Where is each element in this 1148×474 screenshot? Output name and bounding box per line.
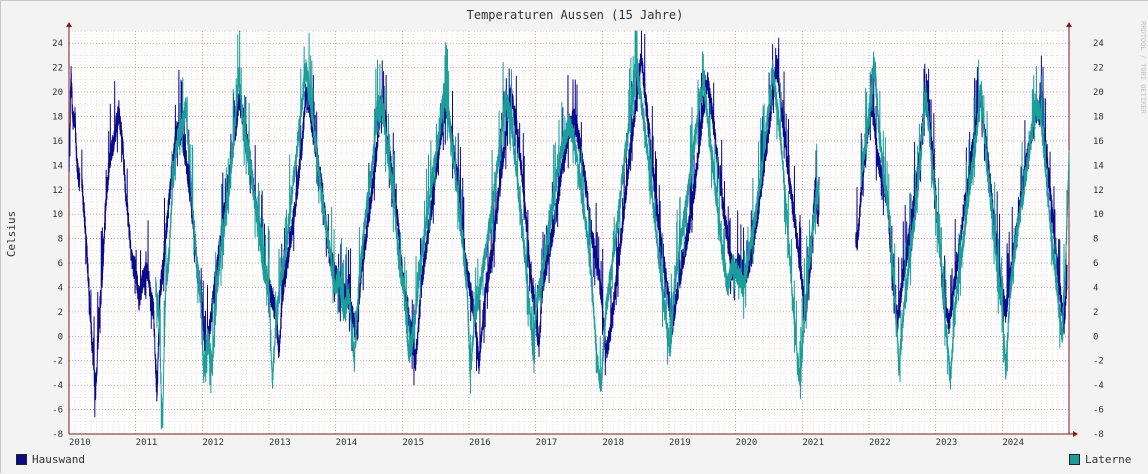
y-tick-label: 8 <box>58 235 63 245</box>
y-tick-label-right: 6 <box>1093 259 1098 269</box>
y-axis-arrow <box>66 22 72 27</box>
grid <box>68 30 1070 435</box>
y-tick-label: 24 <box>52 39 63 49</box>
y-tick-label-right: 4 <box>1093 283 1098 293</box>
axes <box>66 22 1078 437</box>
y-tick-label-right: 22 <box>1093 64 1104 74</box>
x-tick-label: 2016 <box>469 438 491 448</box>
y-tick-label: 16 <box>52 137 63 147</box>
x-tick-label: 2015 <box>402 438 424 448</box>
series-layer <box>68 30 1070 430</box>
y-tick-label: 12 <box>52 186 63 196</box>
y-axis-right-arrow <box>1066 22 1072 27</box>
x-tick-label: 2023 <box>936 438 958 448</box>
legend-label-laterne: Laterne <box>1085 453 1132 466</box>
y-tick-label: 6 <box>58 259 63 269</box>
x-tick-label: 2012 <box>202 438 224 448</box>
y-tick-label: -6 <box>52 406 63 416</box>
y-tick-label-right: -2 <box>1093 357 1104 367</box>
y-tick-label-right: 2 <box>1093 308 1098 318</box>
y-tick-label: 14 <box>52 161 63 171</box>
y-tick-label: 0 <box>58 332 63 342</box>
y-tick-label-right: 16 <box>1093 137 1104 147</box>
y-tick-label: -2 <box>52 357 63 367</box>
x-tick-label: 2020 <box>736 438 758 448</box>
x-tick-label: 2019 <box>669 438 691 448</box>
y-axis-label: Celsius <box>5 211 18 257</box>
y-tick-label-right: 14 <box>1093 161 1104 171</box>
x-tick-label: 2018 <box>602 438 624 448</box>
y-tick-label: 2 <box>58 308 63 318</box>
legend-swatch-hauswand <box>16 454 27 465</box>
x-tick-label: 2014 <box>336 438 358 448</box>
y-tick-label-right: 12 <box>1093 186 1104 196</box>
legend-swatch-laterne <box>1069 454 1080 465</box>
y-tick-label-right: 0 <box>1093 332 1098 342</box>
x-tick-label: 2013 <box>269 438 291 448</box>
legend-item-hauswand: Hauswand <box>16 453 85 466</box>
x-tick-label: 2017 <box>536 438 558 448</box>
y-tick-label-right: -6 <box>1093 406 1104 416</box>
y-tick-label: 20 <box>52 88 63 98</box>
y-tick-label-right: -4 <box>1093 381 1104 391</box>
x-tick-label: 2010 <box>69 438 91 448</box>
y-tick-label: 18 <box>52 112 63 122</box>
y-tick-label: -4 <box>52 381 63 391</box>
y-tick-label: 4 <box>58 283 63 293</box>
y-tick-label-right: 8 <box>1093 235 1098 245</box>
y-tick-label-right: 24 <box>1093 39 1104 49</box>
chart-title: Temperaturen Aussen (15 Jahre) <box>467 8 684 22</box>
legend-label-hauswand: Hauswand <box>32 453 85 466</box>
x-tick-label: 2022 <box>869 438 891 448</box>
legend-item-laterne: Laterne <box>1069 453 1131 466</box>
watermark: RRDTOOL / TOBI OETIKER <box>1139 21 1147 115</box>
series-line-laterne <box>155 30 1070 430</box>
y-tick-label-right: 20 <box>1093 88 1104 98</box>
y-tick-label: -8 <box>52 430 63 440</box>
x-tick-label: 2011 <box>136 438 158 448</box>
x-axis-arrow <box>1073 431 1078 437</box>
y-tick-label-right: 10 <box>1093 210 1104 220</box>
y-tick-label: 22 <box>52 64 63 74</box>
x-tick-label: 2021 <box>802 438 824 448</box>
y-tick-label-right: -8 <box>1093 430 1104 440</box>
x-tick-label: 2024 <box>1002 438 1024 448</box>
y-tick-label: 10 <box>52 210 63 220</box>
y-tick-label-right: 18 <box>1093 112 1104 122</box>
